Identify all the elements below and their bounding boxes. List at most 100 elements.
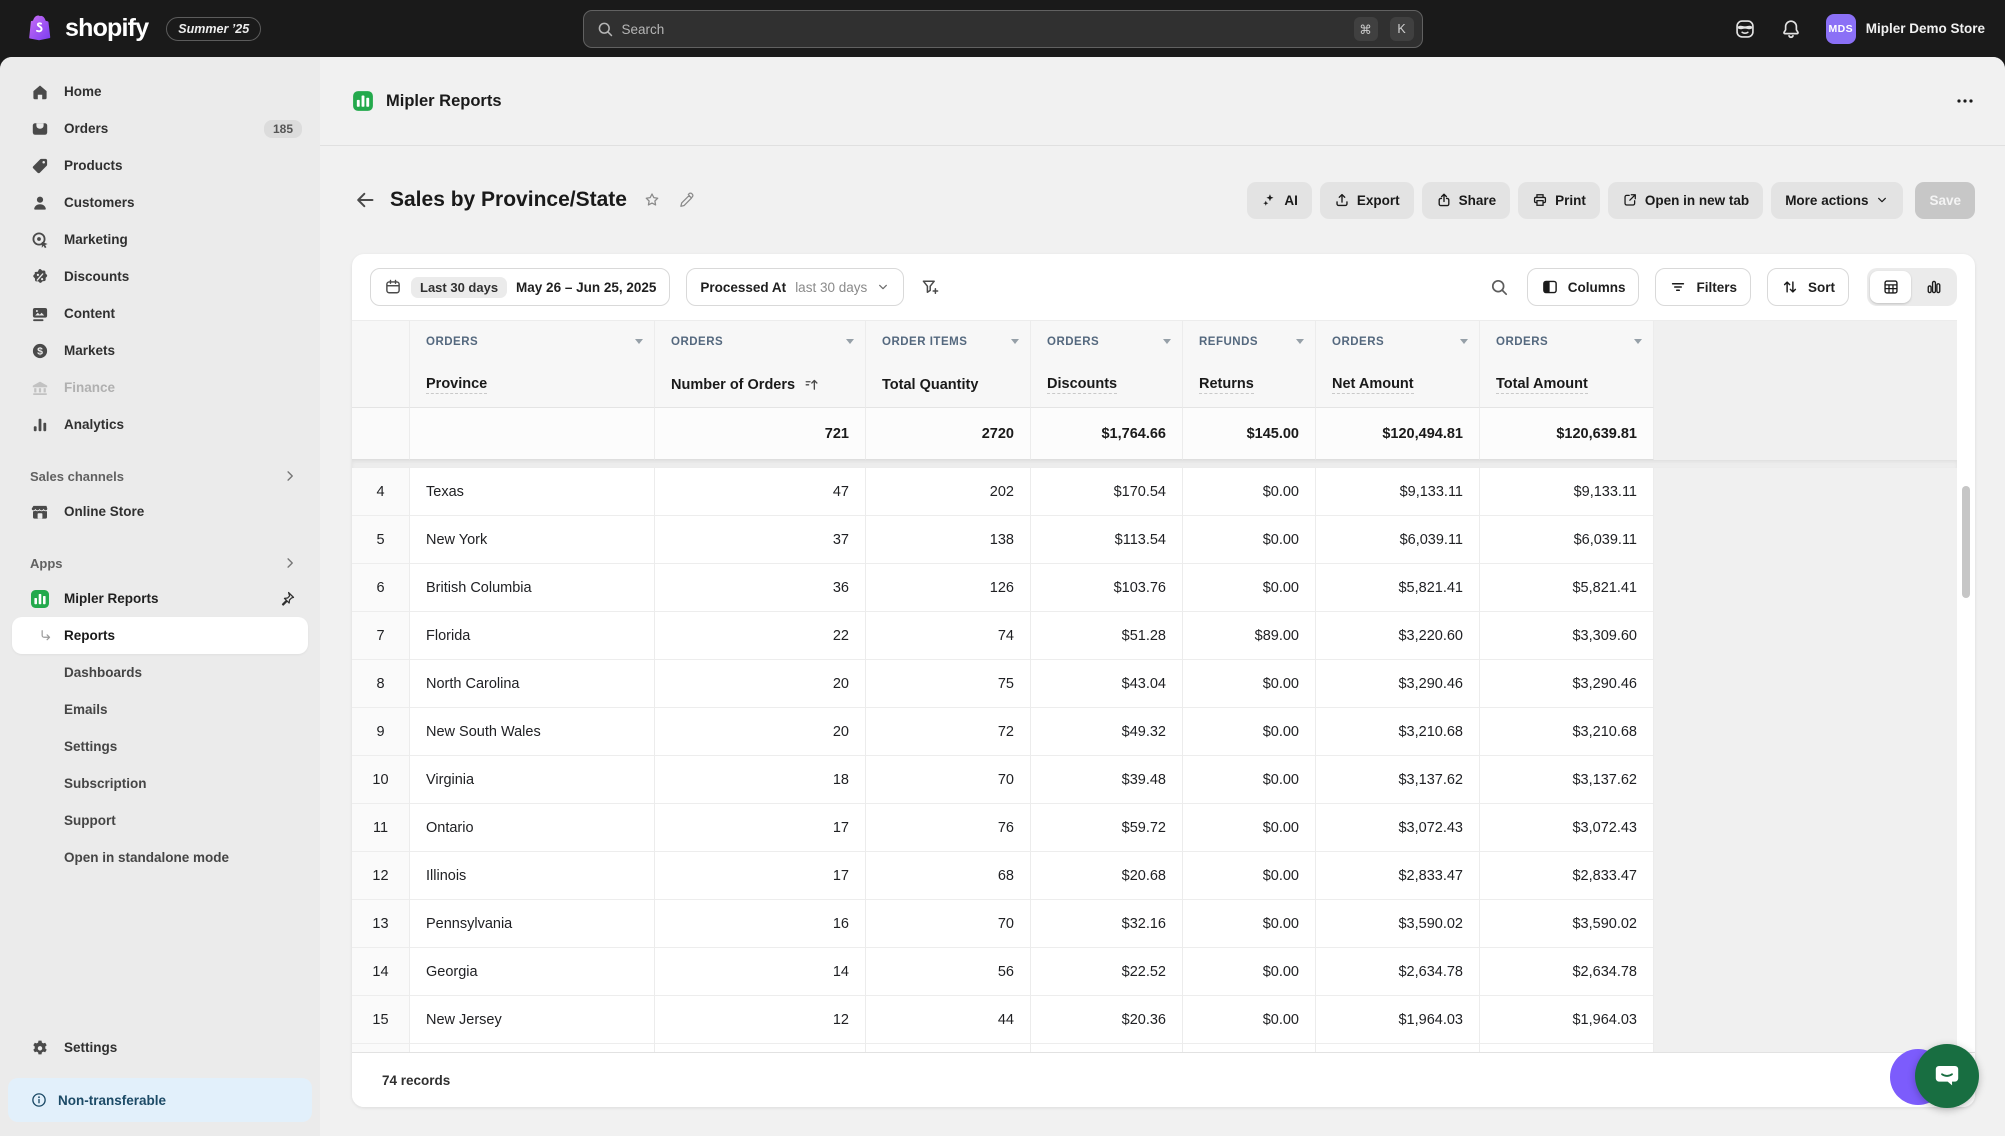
filters-button[interactable]: Filters xyxy=(1655,268,1751,306)
app-subitem-reports[interactable]: Reports xyxy=(12,617,308,654)
sidebar-section-sales-channels[interactable]: Sales channels xyxy=(0,459,320,493)
table-search-icon[interactable] xyxy=(1489,277,1509,297)
app-subitem-settings[interactable]: Settings xyxy=(12,728,308,765)
column-group-dropdown[interactable]: ORDERS xyxy=(410,321,655,362)
table-cell: 126 xyxy=(866,564,1031,612)
open-in-new-tab-button[interactable]: Open in new tab xyxy=(1607,181,1764,219)
sidebar-item-discounts[interactable]: Discounts xyxy=(0,258,320,295)
column-header-returns[interactable]: Returns xyxy=(1183,362,1316,408)
sidebar-item-finance[interactable]: Finance xyxy=(0,369,320,406)
shopify-logo[interactable]: shopify Summer ’25 xyxy=(26,0,262,57)
column-group-dropdown[interactable]: ORDERS xyxy=(1316,321,1480,362)
app-subitem-support[interactable]: Support xyxy=(12,802,308,839)
columns-button[interactable]: Columns xyxy=(1526,268,1640,306)
sidebar-item-marketing[interactable]: Marketing xyxy=(0,221,320,258)
column-group-dropdown[interactable]: ORDERS xyxy=(1031,321,1183,362)
table-cell: 17 xyxy=(655,852,866,900)
sidebar-item-products[interactable]: Products xyxy=(0,147,320,184)
vertical-scrollbar-thumb[interactable] xyxy=(1962,486,1970,598)
app-frame: Home Orders 185 Products Customers Marke… xyxy=(0,57,2005,1136)
sort-button[interactable]: Sort xyxy=(1767,268,1849,306)
table-row[interactable]: 9 New South Wales 20 72 $49.32 $0.00 $3,210.68… xyxy=(352,708,1957,756)
table-row[interactable]: 8 North Carolina 20 75 $43.04 $0.00 $3,290.46 $… xyxy=(352,660,1957,708)
table-column-header-row: Province Number of Orders Total Quantity… xyxy=(352,362,1957,408)
table-cell: 36 xyxy=(655,564,866,612)
dimension-dropdown[interactable]: Processed At last 30 days xyxy=(686,268,905,306)
table-row[interactable]: 6 British Columbia 36 126 $103.76 $0.00 $5,821… xyxy=(352,564,1957,612)
table-cell: New York xyxy=(410,516,655,564)
add-filter-funnel-icon[interactable] xyxy=(920,277,940,297)
table-row[interactable]: 12 Illinois 17 68 $20.68 $0.00 $2,833.47 $2,833… xyxy=(352,852,1957,900)
column-header-number-of-orders[interactable]: Number of Orders xyxy=(655,362,866,408)
table-row[interactable]: 14 Georgia 14 56 $22.52 $0.00 $2,634.78 $2,634.… xyxy=(352,948,1957,996)
sidebar-item-markets[interactable]: $ Markets xyxy=(0,332,320,369)
table-cell: $0.00 xyxy=(1183,708,1316,756)
table-row[interactable]: 10 Virginia 18 70 $39.48 $0.00 $3,137.62 $3,137… xyxy=(352,756,1957,804)
ai-button[interactable]: AI xyxy=(1247,181,1312,219)
sidebar-item-mipler-reports-app[interactable]: Mipler Reports xyxy=(0,580,320,617)
more-options-dots-icon[interactable] xyxy=(1955,91,1975,111)
column-header-total-amount[interactable]: Total Amount xyxy=(1480,362,1654,408)
column-group-dropdown[interactable]: REFUNDS xyxy=(1183,321,1316,362)
global-search-input[interactable]: Search ⌘ K xyxy=(582,10,1423,48)
table-row[interactable]: 4 Texas 47 202 $170.54 $0.00 $9,133.11 $9,133.1… xyxy=(352,468,1957,516)
sidebar-item-analytics[interactable]: Analytics xyxy=(0,406,320,443)
table-row[interactable]: 13 Pennsylvania 16 70 $32.16 $0.00 $3,590.02 $3… xyxy=(352,900,1957,948)
column-header-discounts[interactable]: Discounts xyxy=(1031,362,1183,408)
date-range-button[interactable]: Last 30 days May 26 – Jun 25, 2025 xyxy=(370,268,671,306)
table-cell: $6,039.11 xyxy=(1480,516,1654,564)
app-subitem-open-in-standalone-mode[interactable]: Open in standalone mode xyxy=(12,839,308,876)
app-subitem-emails[interactable]: Emails xyxy=(12,691,308,728)
row-number-cell: 7 xyxy=(352,612,410,660)
favorite-star-icon[interactable] xyxy=(643,191,661,209)
print-button[interactable]: Print xyxy=(1518,181,1600,219)
sidebar-item-label: Finance xyxy=(64,380,116,395)
chart-view-toggle[interactable] xyxy=(1913,271,1954,303)
column-group-dropdown[interactable]: ORDER ITEMS xyxy=(866,321,1031,362)
table-cell: $3,072.43 xyxy=(1316,804,1480,852)
app-sub-navigation: Reports Dashboards Emails Settings Subsc… xyxy=(0,617,320,876)
pin-icon[interactable] xyxy=(278,590,296,608)
row-number-cell: 6 xyxy=(352,564,410,612)
filter-lines-icon xyxy=(1669,278,1687,296)
table-view-toggle[interactable] xyxy=(1870,271,1911,303)
column-header-total-quantity[interactable]: Total Quantity xyxy=(866,362,1031,408)
table-cell: $3,290.46 xyxy=(1480,660,1654,708)
table-row[interactable]: 11 Ontario 17 76 $59.72 $0.00 $3,072.43 $3,072.… xyxy=(352,804,1957,852)
sidebar-item-settings[interactable]: Settings xyxy=(0,1029,320,1066)
more-actions-button[interactable]: More actions xyxy=(1771,181,1904,219)
page-title: Sales by Province/State xyxy=(390,188,627,211)
sidebar-item-content[interactable]: Content xyxy=(0,295,320,332)
export-button[interactable]: Export xyxy=(1319,181,1414,219)
app-subitem-subscription[interactable]: Subscription xyxy=(12,765,308,802)
column-group-dropdown[interactable]: ORDERS xyxy=(1480,321,1654,362)
notifications-bell-icon[interactable] xyxy=(1780,18,1802,40)
column-group-dropdown[interactable]: ORDERS xyxy=(655,321,866,362)
sidebar-item-customers[interactable]: Customers xyxy=(0,184,320,221)
edit-pencil-icon[interactable] xyxy=(677,191,695,209)
table-row[interactable]: 7 Florida 22 74 $51.28 $89.00 $3,220.60 $3,309.… xyxy=(352,612,1957,660)
app-subitem-dashboards[interactable]: Dashboards xyxy=(12,654,308,691)
non-transferable-notice[interactable]: Non-transferable xyxy=(8,1078,312,1122)
search-placeholder: Search xyxy=(621,21,665,37)
share-button[interactable]: Share xyxy=(1421,181,1511,219)
table-row[interactable]: 5 New York 37 138 $113.54 $0.00 $6,039.11 $6,03… xyxy=(352,516,1957,564)
report-table: ORDERS ORDERS ORDER ITEMS ORDERS REFUNDS… xyxy=(352,320,1975,1052)
sidebar-section-apps[interactable]: Apps xyxy=(0,546,320,580)
store-profile-menu[interactable]: MDS Mipler Demo Store xyxy=(1825,13,1985,44)
back-arrow-icon[interactable] xyxy=(354,189,376,211)
app-subitem-label: Emails xyxy=(64,702,108,717)
table-cell: $2,634.78 xyxy=(1316,948,1480,996)
save-button[interactable]: Save xyxy=(1915,181,1975,219)
sidebar-item-orders[interactable]: Orders 185 xyxy=(0,110,320,147)
report-panel: Last 30 days May 26 – Jun 25, 2025 Proce… xyxy=(352,254,1975,1107)
sidebar-item-label: Marketing xyxy=(64,232,128,247)
chat-launcher-button[interactable] xyxy=(1915,1044,1979,1108)
column-header-province[interactable]: Province xyxy=(410,362,655,408)
sidekick-assistant-icon[interactable] xyxy=(1734,18,1756,40)
sidebar-item-home[interactable]: Home xyxy=(0,73,320,110)
sidebar-item-online-store[interactable]: Online Store xyxy=(0,493,320,530)
table-row[interactable]: 15 New Jersey 12 44 $20.36 $0.00 $1,964.03 $1,9… xyxy=(352,996,1957,1044)
chat-bubble-icon xyxy=(1930,1059,1964,1093)
column-header-net-amount[interactable]: Net Amount xyxy=(1316,362,1480,408)
